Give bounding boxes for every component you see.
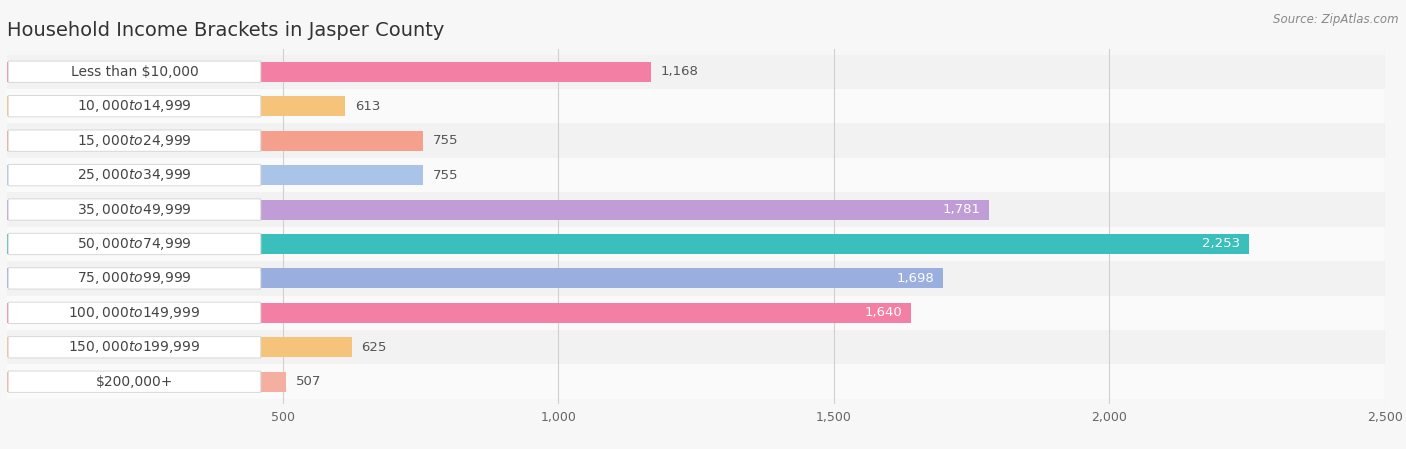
Text: $100,000 to $149,999: $100,000 to $149,999 <box>69 305 201 321</box>
Bar <box>7 131 423 150</box>
Text: 1,781: 1,781 <box>942 203 980 216</box>
Text: 1,698: 1,698 <box>897 272 935 285</box>
Text: 625: 625 <box>361 341 387 354</box>
Bar <box>7 55 1385 89</box>
Bar <box>7 337 351 357</box>
Text: 613: 613 <box>354 100 380 113</box>
Text: $200,000+: $200,000+ <box>96 375 173 389</box>
FancyBboxPatch shape <box>8 268 262 289</box>
FancyBboxPatch shape <box>8 337 262 358</box>
Text: $150,000 to $199,999: $150,000 to $199,999 <box>69 339 201 355</box>
Bar <box>7 234 1249 254</box>
Bar <box>7 303 911 323</box>
FancyBboxPatch shape <box>8 371 262 392</box>
FancyBboxPatch shape <box>8 61 262 83</box>
FancyBboxPatch shape <box>8 96 262 117</box>
Bar <box>7 365 1385 399</box>
Bar <box>7 158 1385 192</box>
Text: Source: ZipAtlas.com: Source: ZipAtlas.com <box>1274 13 1399 26</box>
Text: 755: 755 <box>433 134 458 147</box>
FancyBboxPatch shape <box>8 302 262 324</box>
Bar <box>7 123 1385 158</box>
Text: $75,000 to $99,999: $75,000 to $99,999 <box>77 270 191 286</box>
Text: $35,000 to $49,999: $35,000 to $49,999 <box>77 202 191 217</box>
Bar <box>7 372 287 392</box>
Text: 1,640: 1,640 <box>865 306 903 319</box>
Bar <box>7 269 943 288</box>
Text: $10,000 to $14,999: $10,000 to $14,999 <box>77 98 191 114</box>
Bar <box>7 261 1385 295</box>
Bar <box>7 295 1385 330</box>
Bar <box>7 165 423 185</box>
Bar <box>7 199 988 220</box>
Text: 2,253: 2,253 <box>1202 238 1240 251</box>
Text: $15,000 to $24,999: $15,000 to $24,999 <box>77 132 191 149</box>
Bar <box>7 227 1385 261</box>
Bar <box>7 96 344 116</box>
Text: Less than $10,000: Less than $10,000 <box>70 65 198 79</box>
Text: 1,168: 1,168 <box>661 65 699 78</box>
FancyBboxPatch shape <box>8 164 262 186</box>
Bar <box>7 62 651 82</box>
Bar <box>7 330 1385 365</box>
Text: Household Income Brackets in Jasper County: Household Income Brackets in Jasper Coun… <box>7 21 444 40</box>
FancyBboxPatch shape <box>8 130 262 151</box>
Bar <box>7 192 1385 227</box>
FancyBboxPatch shape <box>8 199 262 220</box>
FancyBboxPatch shape <box>8 233 262 255</box>
Text: 507: 507 <box>297 375 322 388</box>
Bar <box>7 89 1385 123</box>
Text: 755: 755 <box>433 168 458 181</box>
Text: $25,000 to $34,999: $25,000 to $34,999 <box>77 167 191 183</box>
Text: $50,000 to $74,999: $50,000 to $74,999 <box>77 236 191 252</box>
